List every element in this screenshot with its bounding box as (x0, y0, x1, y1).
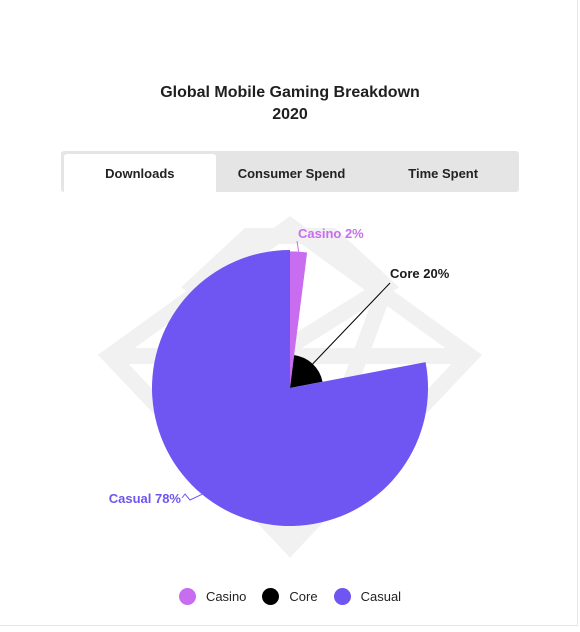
legend: Casino Core Casual (0, 588, 580, 605)
pie-leader-lines (181, 240, 391, 501)
data-label-core: Core 20% (390, 266, 450, 281)
legend-label-casino: Casino (205, 589, 247, 604)
legend-label-core: Core (289, 589, 318, 604)
tab-bar: Downloads Consumer Spend Time Spent (61, 151, 519, 192)
legend-swatch-core (262, 588, 280, 605)
chart-title-line2: 2020 (272, 106, 308, 123)
legend-swatch-casual (333, 588, 351, 605)
tab-time-spent[interactable]: Time Spent (408, 165, 479, 181)
data-label-casual: Casual 78% (109, 491, 182, 506)
legend-item-casual[interactable]: Casual (333, 588, 402, 605)
legend-label-casual: Casual (360, 589, 402, 604)
data-label-casino: Casino 2% (298, 226, 364, 241)
leader-line-casino (296, 240, 300, 252)
pie-labels: Casino 2% Core 20% Casual 78% (109, 226, 450, 506)
legend-item-casino[interactable]: Casino (178, 588, 247, 605)
tab-downloads[interactable]: Downloads (64, 154, 216, 192)
pie-slices (152, 250, 429, 526)
leader-line-casual (181, 493, 203, 501)
tab-consumer-spend[interactable]: Consumer Spend (237, 165, 346, 181)
leader-line-core (312, 282, 391, 365)
legend-swatch-casino (178, 588, 196, 605)
chart-title: Global Mobile Gaming Breakdown 2020 (0, 82, 580, 126)
pie-slice-core[interactable] (290, 355, 323, 388)
chart-title-line1: Global Mobile Gaming Breakdown (160, 84, 420, 101)
pie-slice-casino[interactable] (290, 251, 308, 388)
legend-item-core[interactable]: Core (262, 588, 318, 605)
pie-slice-casual[interactable] (152, 250, 429, 526)
